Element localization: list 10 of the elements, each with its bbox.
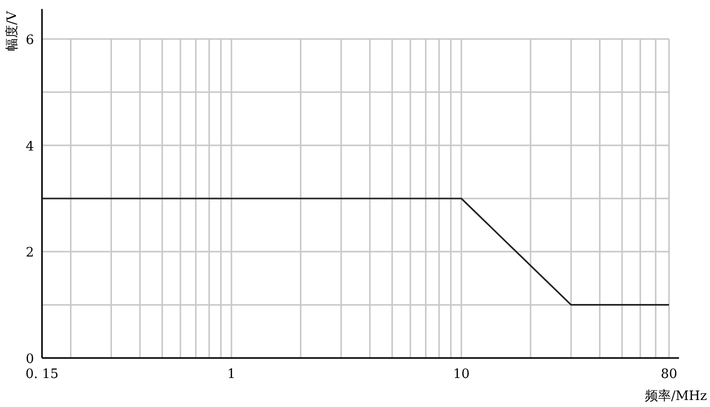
y-tick-label: 4 (26, 139, 34, 154)
x-tick-label: 80 (660, 367, 678, 382)
x-axis-title: 频率/MHz (645, 388, 708, 404)
x-tick-label: 10 (453, 367, 470, 382)
y-tick-label: 6 (26, 33, 34, 48)
y-tick-label: 2 (26, 246, 34, 261)
x-tick-label: 0. 15 (25, 367, 59, 382)
x-tick-label: 1 (227, 367, 236, 382)
y-tick-label: 0 (26, 352, 34, 367)
y-axis-title: 幅度/V (4, 10, 20, 51)
